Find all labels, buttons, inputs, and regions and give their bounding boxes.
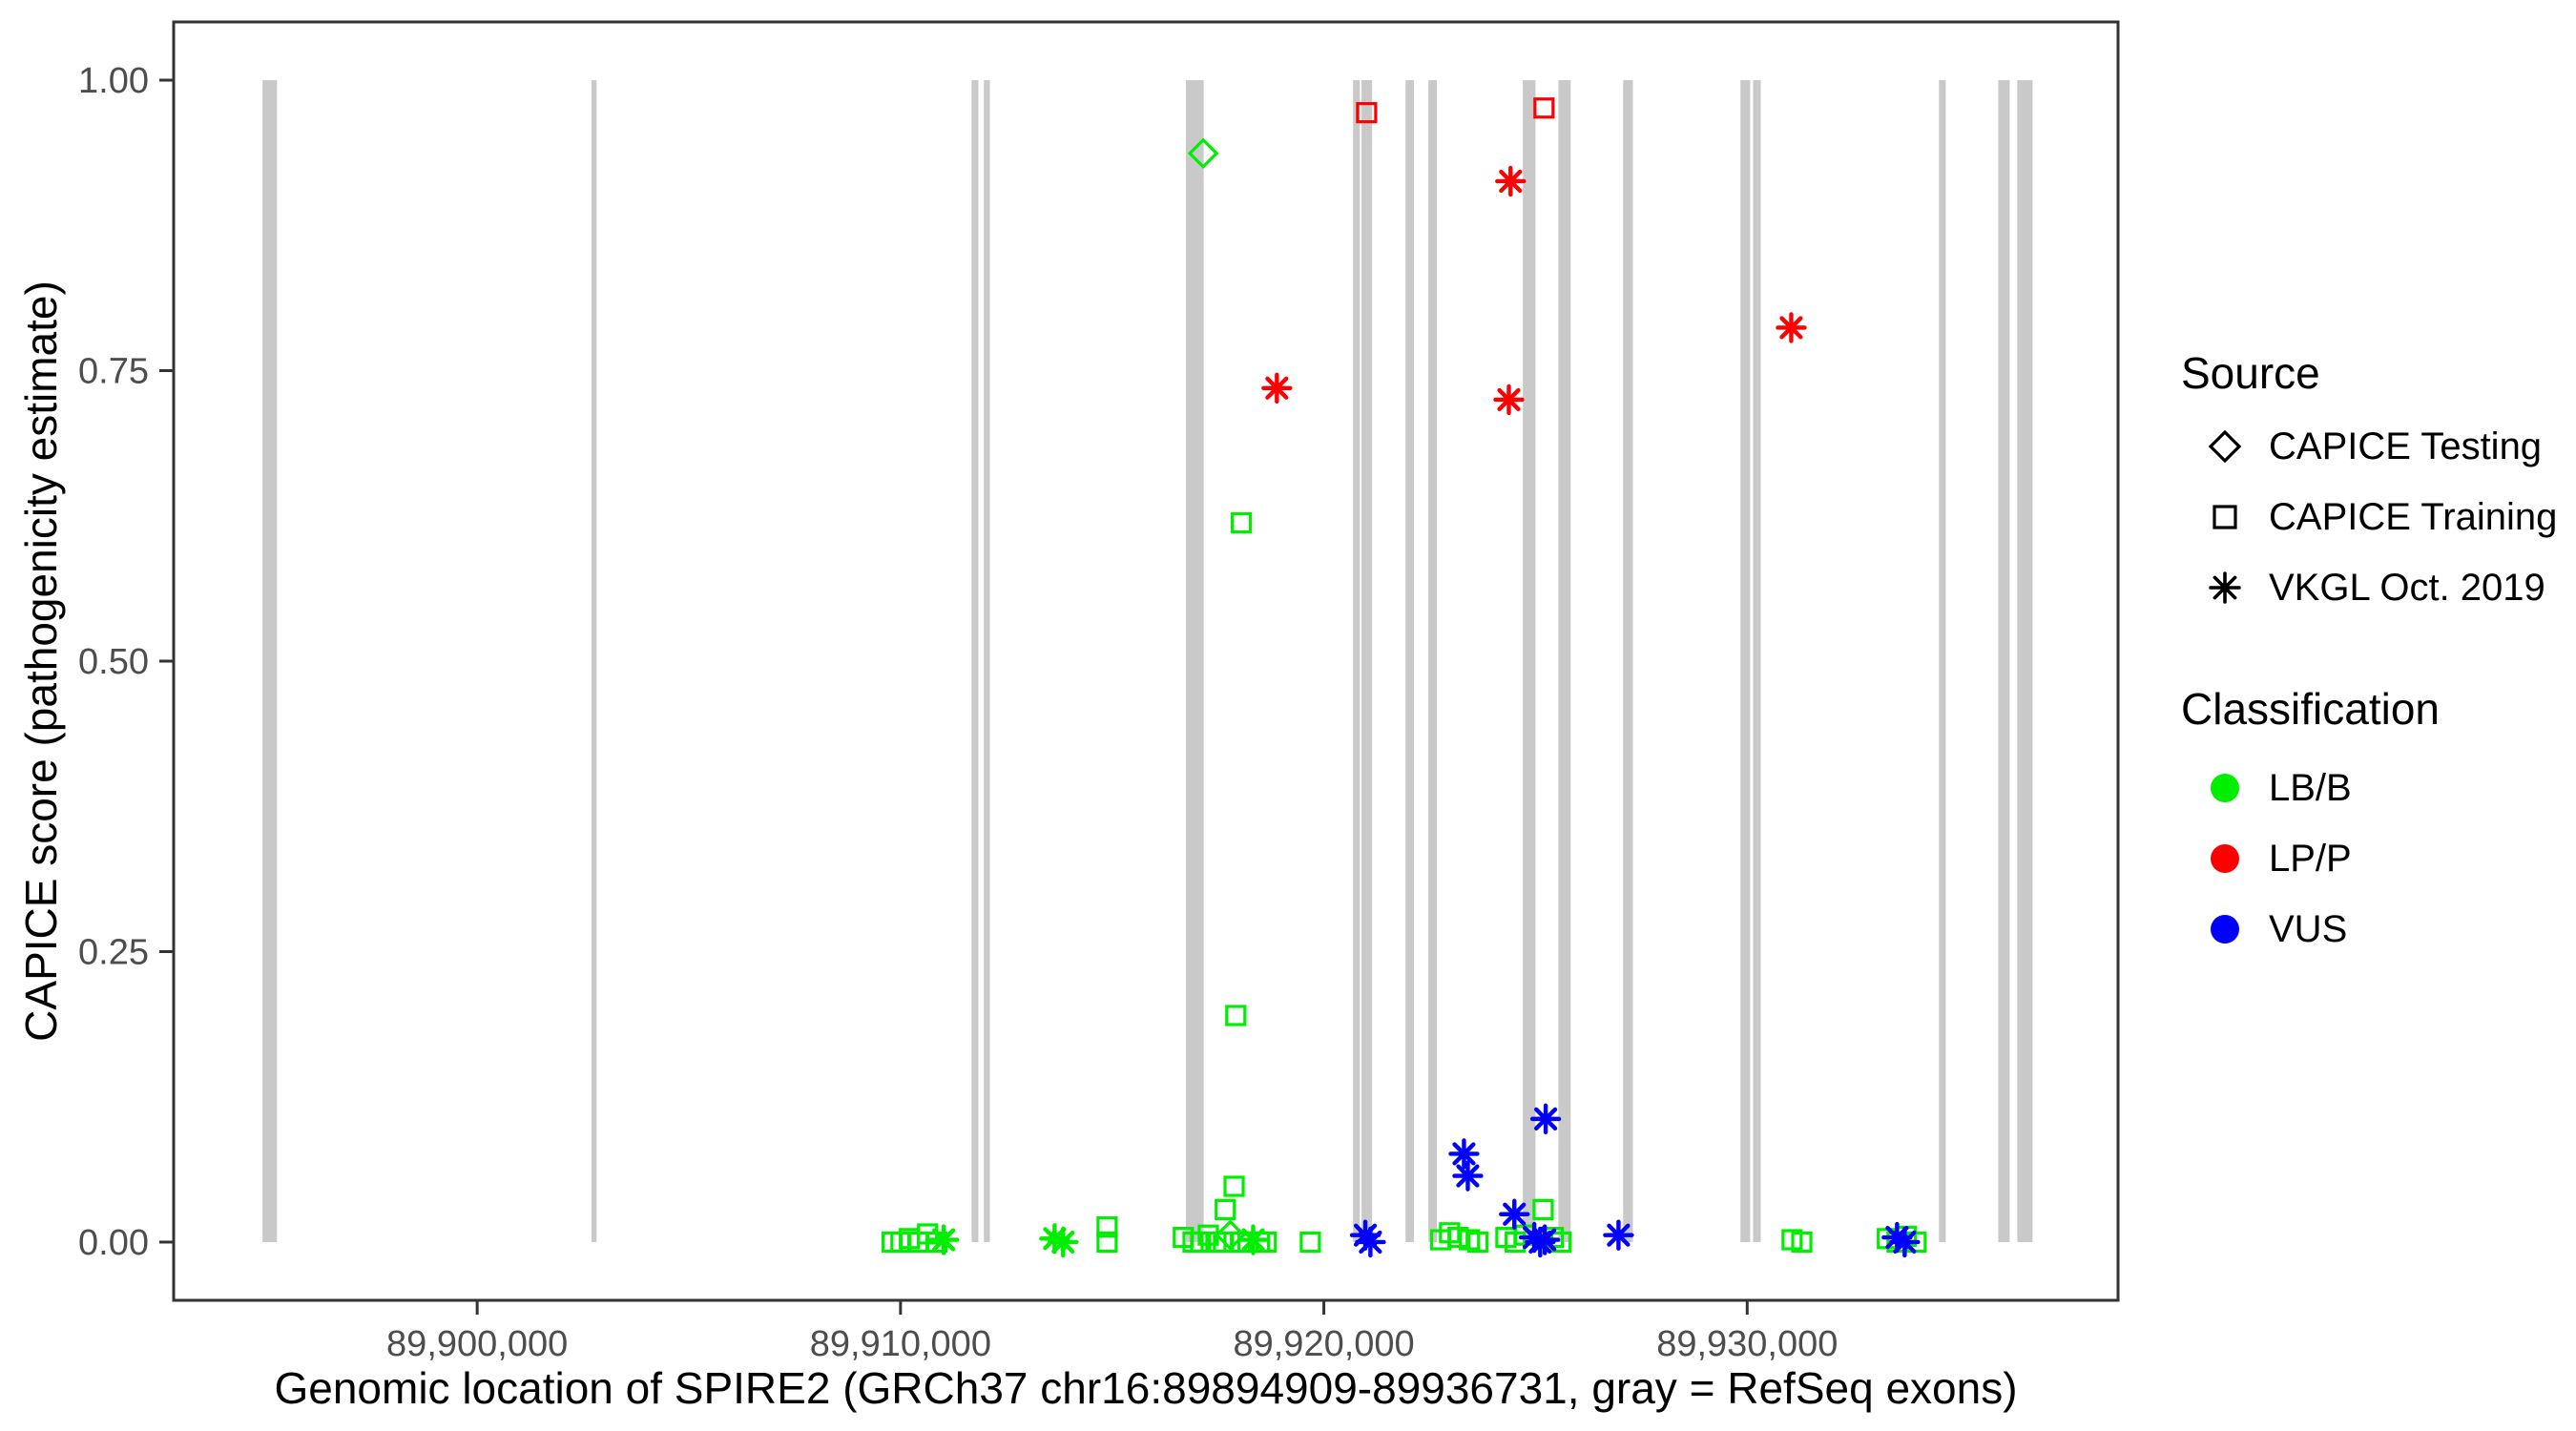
refseq-exon-bar xyxy=(1998,80,2010,1242)
data-point-square xyxy=(1356,102,1378,124)
data-point-square xyxy=(1225,1005,1247,1027)
x-tick-label: 89,900,000 xyxy=(386,1324,568,1364)
x-tick-label: 89,930,000 xyxy=(1656,1324,1838,1364)
legend-item-lbb: LB/B xyxy=(2181,753,2563,823)
red-dot-icon xyxy=(2181,840,2269,878)
legend-label: CAPICE Training xyxy=(2269,495,2558,538)
data-point-asterisk xyxy=(1495,165,1527,197)
data-point-asterisk xyxy=(1048,1226,1079,1258)
legend-source-title: Source xyxy=(2181,348,2320,398)
refseq-exon-bar xyxy=(1428,80,1438,1242)
data-point-square xyxy=(1230,511,1253,534)
data-point-square xyxy=(1096,1231,1118,1254)
blue-dot-icon xyxy=(2181,910,2269,948)
legend-item-vkgl: VKGL Oct. 2019 xyxy=(2181,552,2563,623)
y-tick-label: 0.25 xyxy=(78,932,149,972)
data-point-square xyxy=(1096,1216,1118,1238)
refseq-exon-bar xyxy=(262,80,278,1242)
data-point-asterisk xyxy=(1499,1198,1530,1230)
refseq-exon-bar xyxy=(1558,80,1571,1242)
legend-item-capice-testing: CAPICE Testing xyxy=(2181,411,2563,482)
data-point-diamond xyxy=(1187,137,1219,170)
refseq-exon-bar xyxy=(1623,80,1633,1242)
asterisk-icon xyxy=(2181,569,2269,607)
panel-border xyxy=(172,20,2120,1302)
refseq-exon-bar xyxy=(1939,80,1946,1242)
data-point-asterisk xyxy=(1493,384,1525,416)
legend: Source CAPICE Testing CAPICE Training xyxy=(2181,348,2563,964)
refseq-exon-bar xyxy=(1740,80,1751,1242)
x-tick-label: 89,920,000 xyxy=(1233,1324,1414,1364)
refseq-exon-bar xyxy=(1753,80,1761,1242)
legend-label: CAPICE Testing xyxy=(2269,425,2543,467)
refseq-exon-bar xyxy=(1523,80,1536,1242)
data-point-asterisk xyxy=(1776,312,1807,343)
y-tick-label: 0.00 xyxy=(78,1223,149,1263)
diamond-icon xyxy=(2181,427,2269,466)
data-point-asterisk xyxy=(1452,1160,1484,1192)
square-icon xyxy=(2181,498,2269,536)
refseq-exon-bar xyxy=(984,80,990,1242)
x-axis-title: Genomic location of SPIRE2 (GRCh37 chr16… xyxy=(274,1363,2018,1413)
data-point-asterisk xyxy=(1237,1224,1269,1255)
legend-item-lpp: LP/P xyxy=(2181,823,2563,894)
data-point-square xyxy=(1532,1198,1554,1220)
y-tick-label: 1.00 xyxy=(78,61,149,101)
legend-label: LP/P xyxy=(2269,837,2352,880)
x-tick-label: 89,910,000 xyxy=(810,1324,991,1364)
data-point-asterisk xyxy=(927,1224,960,1255)
data-point-square xyxy=(1215,1198,1236,1220)
data-point-asterisk xyxy=(1261,372,1293,404)
refseq-exon-bar xyxy=(1405,80,1415,1242)
refseq-exon-bar xyxy=(591,80,597,1242)
data-point-asterisk xyxy=(1889,1226,1921,1258)
legend-classification-title: Classification xyxy=(2181,684,2440,734)
y-tick-label: 0.75 xyxy=(78,352,149,392)
refseq-exon-bar xyxy=(1353,80,1361,1242)
refseq-exon-bar xyxy=(2017,80,2033,1242)
data-point-asterisk xyxy=(1355,1226,1386,1258)
legend-item-capice-training: CAPICE Training xyxy=(2181,482,2563,552)
data-point-asterisk xyxy=(1529,1224,1561,1255)
y-tick-label: 0.50 xyxy=(78,642,149,682)
legend-item-vus: VUS xyxy=(2181,894,2563,964)
green-dot-icon xyxy=(2181,769,2269,807)
data-point-square xyxy=(1533,97,1555,119)
data-point-square xyxy=(1447,1227,1469,1249)
data-point-asterisk xyxy=(1448,1138,1480,1170)
refseq-exon-bar xyxy=(1361,80,1373,1242)
data-point-square xyxy=(1223,1175,1245,1197)
refseq-exon-bar xyxy=(1185,80,1204,1242)
refseq-exon-bar xyxy=(971,80,979,1242)
legend-label: LB/B xyxy=(2269,766,2352,809)
legend-label: VKGL Oct. 2019 xyxy=(2269,566,2545,609)
data-point-asterisk xyxy=(1603,1219,1634,1251)
data-point-square xyxy=(1299,1231,1321,1254)
legend-label: VUS xyxy=(2269,907,2348,950)
y-axis-title: CAPICE score (pathogenicity estimate) xyxy=(16,280,66,1042)
data-point-square xyxy=(1791,1231,1813,1254)
data-point-square xyxy=(1466,1231,1489,1254)
data-point-asterisk xyxy=(1529,1103,1562,1135)
